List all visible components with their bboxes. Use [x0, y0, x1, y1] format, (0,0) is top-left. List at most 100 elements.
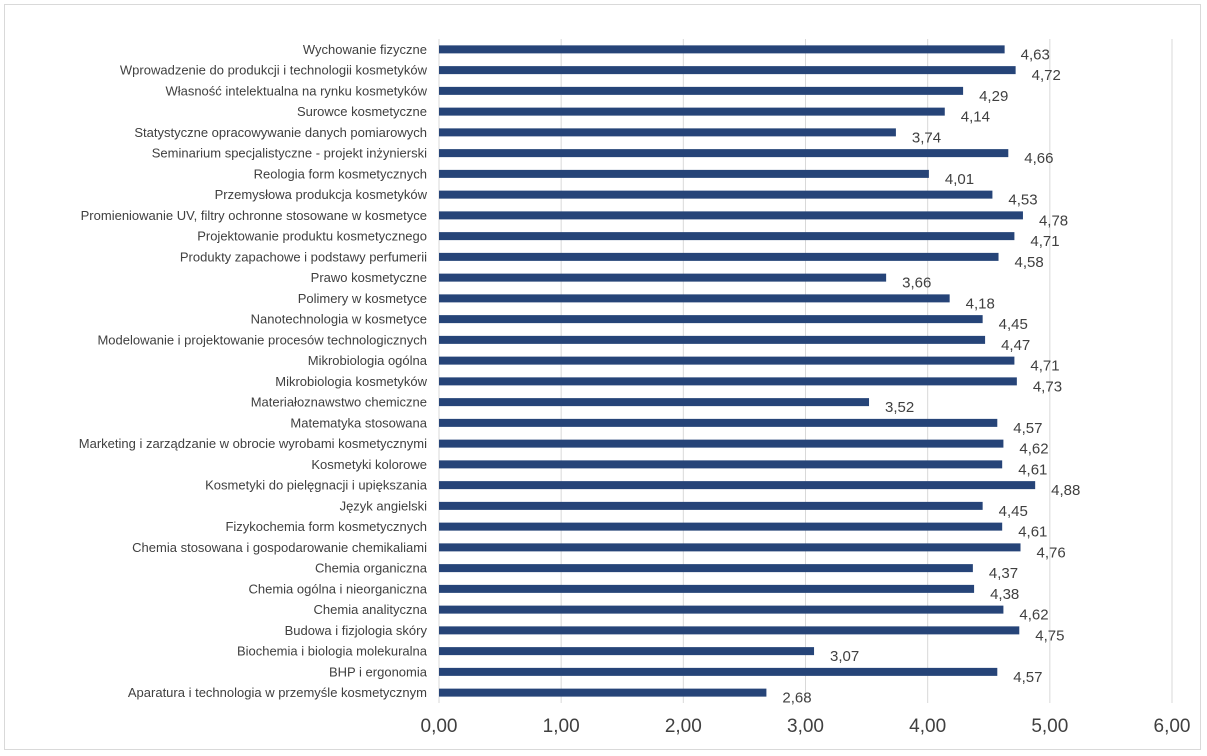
category-label-26: Chemia ogólna i nieorganiczna — [248, 581, 427, 596]
value-label-24: 4,76 — [1037, 544, 1066, 561]
value-label-28: 4,75 — [1035, 627, 1064, 644]
category-label-7: Przemysłowa produkcja kosmetyków — [215, 187, 428, 202]
category-label-0: Wychowanie fizyczne — [303, 42, 427, 57]
bar-4 — [439, 128, 896, 136]
value-label-16: 4,73 — [1033, 378, 1062, 395]
bar-6 — [439, 170, 929, 178]
bar-7 — [439, 191, 992, 199]
value-label-6: 4,01 — [945, 171, 974, 188]
category-label-9: Projektowanie produktu kosmetycznego — [197, 229, 427, 244]
bar-29 — [439, 647, 814, 655]
bar-3 — [439, 108, 945, 116]
bar-20 — [439, 460, 1002, 468]
x-tick-label-4: 4,00 — [909, 716, 946, 737]
category-label-21: Kosmetyki do pielęgnacji i upiększania — [205, 478, 428, 493]
value-label-27: 4,62 — [1019, 607, 1048, 624]
bar-8 — [439, 211, 1023, 219]
bar-18 — [439, 419, 997, 427]
value-label-0: 4,63 — [1021, 46, 1050, 63]
category-label-17: Materiałoznawstwo chemiczne — [251, 395, 427, 410]
bar-26 — [439, 585, 974, 593]
category-label-31: Aparatura i technologia w przemyśle kosm… — [128, 685, 427, 700]
category-label-29: Biochemia i biologia molekuralna — [237, 644, 428, 659]
bar-21 — [439, 481, 1035, 489]
category-label-6: Reologia form kosmetycznych — [254, 166, 427, 181]
bar-25 — [439, 564, 973, 572]
bar-16 — [439, 377, 1017, 385]
value-label-13: 4,45 — [999, 316, 1028, 333]
value-label-9: 4,71 — [1030, 233, 1059, 250]
category-label-10: Produkty zapachowe i podstawy perfumerii — [180, 249, 427, 264]
x-tick-label-5: 5,00 — [1031, 716, 1068, 737]
value-label-5: 4,66 — [1024, 150, 1053, 167]
value-label-12: 4,18 — [966, 295, 995, 312]
value-label-2: 4,29 — [979, 88, 1008, 105]
category-label-20: Kosmetyki kolorowe — [311, 457, 427, 472]
x-tick-label-0: 0,00 — [421, 716, 458, 737]
chart-frame: Wychowanie fizyczne 4,63 Wprowadzenie do p… — [4, 4, 1201, 750]
value-label-31: 2,68 — [782, 690, 811, 707]
category-label-13: Nanotechnologia w kosmetyce — [251, 312, 427, 327]
bar-22 — [439, 502, 983, 510]
value-label-4: 3,74 — [912, 129, 941, 146]
bar-12 — [439, 294, 950, 302]
category-label-16: Mikrobiologia kosmetyków — [275, 374, 427, 389]
category-label-19: Marketing i zarządzanie w obrocie wyroba… — [79, 436, 427, 451]
category-label-23: Fizykochemia form kosmetycznych — [225, 519, 427, 534]
value-label-23: 4,61 — [1018, 524, 1047, 541]
value-label-8: 4,78 — [1039, 212, 1068, 229]
value-label-25: 4,37 — [989, 565, 1018, 582]
bar-9 — [439, 232, 1014, 240]
category-label-3: Surowce kosmetyczne — [297, 104, 427, 119]
bar-24 — [439, 543, 1021, 551]
bar-17 — [439, 398, 869, 406]
value-label-10: 4,58 — [1015, 254, 1044, 271]
category-label-1: Wprowadzenie do produkcji i technologii … — [120, 63, 428, 78]
bar-chart: Wychowanie fizyczne 4,63 Wprowadzenie do p… — [5, 5, 1202, 751]
value-label-7: 4,53 — [1008, 192, 1037, 209]
bar-23 — [439, 523, 1002, 531]
bar-11 — [439, 274, 886, 282]
bar-30 — [439, 668, 997, 676]
bar-31 — [439, 689, 766, 697]
category-label-4: Statystyczne opracowywanie danych pomiar… — [134, 125, 427, 140]
value-label-30: 4,57 — [1013, 669, 1042, 686]
value-label-26: 4,38 — [990, 586, 1019, 603]
x-tick-label-2: 2,00 — [665, 716, 702, 737]
bar-2 — [439, 87, 963, 95]
bar-14 — [439, 336, 985, 344]
bar-5 — [439, 149, 1008, 157]
category-label-12: Polimery w kosmetyce — [298, 291, 427, 306]
value-label-15: 4,71 — [1030, 358, 1059, 375]
value-label-20: 4,61 — [1018, 461, 1047, 478]
value-label-22: 4,45 — [999, 503, 1028, 520]
bar-13 — [439, 315, 983, 323]
bar-15 — [439, 357, 1014, 365]
category-label-28: Budowa i fizjologia skóry — [285, 623, 428, 638]
value-label-29: 3,07 — [830, 648, 859, 665]
value-label-14: 4,47 — [1001, 337, 1030, 354]
x-tick-label-3: 3,00 — [787, 716, 824, 737]
bar-10 — [439, 253, 999, 261]
category-label-8: Promieniowanie UV, filtry ochronne stoso… — [81, 208, 427, 223]
category-label-2: Własność intelektualna na rynku kosmetyk… — [165, 83, 427, 98]
bar-28 — [439, 626, 1019, 634]
category-label-15: Mikrobiologia ogólna — [308, 353, 428, 368]
value-label-18: 4,57 — [1013, 420, 1042, 437]
value-label-1: 4,72 — [1032, 67, 1061, 84]
x-tick-label-6: 6,00 — [1154, 716, 1191, 737]
category-label-18: Matematyka stosowana — [290, 415, 427, 430]
category-label-22: Język angielski — [340, 498, 428, 513]
bar-19 — [439, 440, 1003, 448]
value-label-19: 4,62 — [1019, 441, 1048, 458]
value-label-21: 4,88 — [1051, 482, 1080, 499]
bar-27 — [439, 606, 1003, 614]
category-label-14: Modelowanie i projektowanie procesów tec… — [97, 332, 427, 347]
category-label-5: Seminarium specjalistyczne - projekt inż… — [152, 146, 427, 161]
category-label-11: Prawo kosmetyczne — [311, 270, 427, 285]
category-label-30: BHP i ergonomia — [329, 664, 428, 679]
bar-1 — [439, 66, 1016, 74]
category-label-24: Chemia stosowana i gospodarowanie chemik… — [132, 540, 427, 555]
bar-0 — [439, 45, 1005, 53]
category-label-27: Chemia analityczna — [314, 602, 428, 617]
